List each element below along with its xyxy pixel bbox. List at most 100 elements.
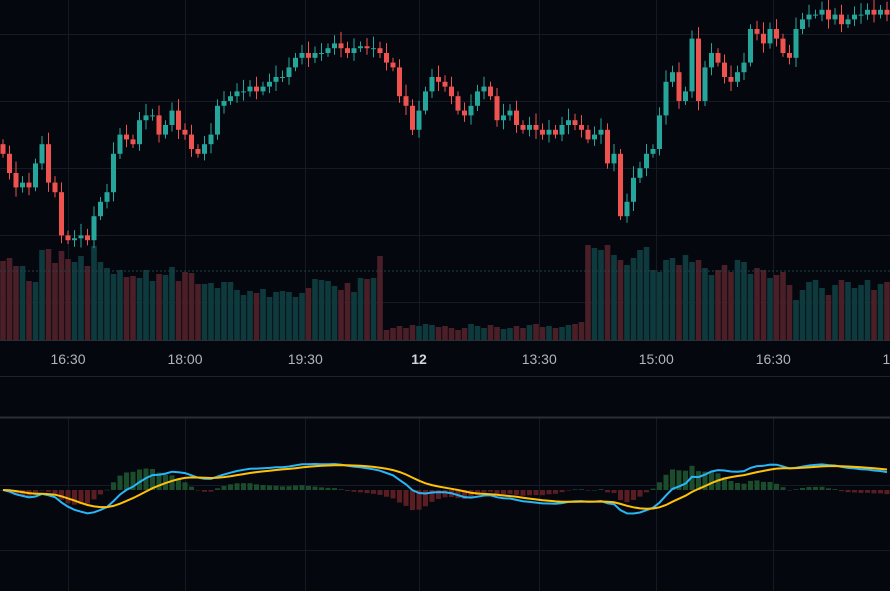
macd-histogram-bar — [377, 490, 383, 495]
macd-histogram-bar — [507, 490, 513, 494]
macd-histogram-bar — [169, 475, 175, 490]
volume-bar — [559, 327, 565, 340]
candle-body — [273, 77, 279, 82]
macd-histogram-bar — [826, 488, 831, 490]
macd-histogram-bar — [130, 471, 136, 490]
candle-body — [689, 38, 695, 92]
candle-body — [455, 96, 461, 111]
macd-histogram-bar — [540, 490, 545, 496]
candle-body — [423, 91, 428, 111]
volume-bar — [877, 284, 884, 340]
volume-bar — [832, 285, 838, 340]
volume-bar — [338, 290, 344, 340]
macd-histogram-bar — [59, 490, 64, 500]
macd-histogram-bar — [312, 486, 318, 490]
volume-bar — [364, 279, 370, 340]
candle-body — [26, 182, 32, 188]
macd-histogram-bar — [325, 487, 331, 490]
volume-bar — [526, 325, 533, 340]
candle-body — [111, 153, 116, 193]
candle-body — [475, 91, 480, 106]
volume-bar — [728, 272, 734, 340]
volume-bar — [481, 328, 487, 340]
volume-bar — [247, 291, 253, 340]
volume-bar — [149, 281, 156, 340]
volume-bar — [741, 262, 747, 340]
volume-bar — [26, 281, 32, 340]
candle-body — [358, 46, 363, 49]
volume-bar — [552, 328, 559, 340]
volume-bar — [292, 297, 299, 340]
volume-bar — [162, 275, 169, 340]
macd-histogram-bar — [468, 490, 474, 498]
macd-histogram-bar — [202, 490, 207, 492]
macd-histogram-bar — [663, 474, 669, 490]
candle-body — [189, 134, 194, 149]
macd-histogram-bar — [390, 490, 396, 499]
volume-bar — [533, 324, 539, 340]
candle-body — [683, 91, 688, 101]
candle-body — [813, 14, 818, 16]
candle-body — [338, 43, 344, 49]
volume-bar — [6, 258, 13, 340]
candle-body — [124, 134, 129, 140]
volume-bar — [182, 272, 188, 340]
macd-histogram-bar — [33, 490, 38, 495]
candle-body — [858, 14, 864, 16]
macd-histogram-bar — [254, 484, 259, 490]
candle-body — [442, 81, 448, 87]
volume-bar — [0, 261, 6, 340]
macd-histogram-bar — [429, 490, 435, 502]
candle-body — [293, 57, 298, 68]
volume-bar — [487, 325, 494, 340]
volume-bar — [273, 292, 279, 340]
time-axis-label: 19:30 — [288, 351, 323, 367]
candle-body — [624, 201, 630, 217]
candle-body — [670, 72, 675, 82]
macd-histogram-bar — [384, 490, 389, 497]
macd-histogram-bar — [85, 490, 90, 504]
volume-bar — [84, 266, 91, 340]
macd-histogram-bar — [527, 490, 532, 496]
volume-bar — [747, 274, 754, 340]
candle-body — [540, 129, 545, 135]
volume-bar — [253, 293, 260, 340]
macd-histogram-bar — [559, 490, 565, 493]
signal-line — [2, 464, 888, 510]
volume-bar — [403, 328, 409, 340]
volume-bar — [591, 248, 598, 340]
candle-body — [637, 168, 643, 178]
volume-bar — [786, 285, 793, 340]
candle-body — [221, 101, 227, 106]
macd-histogram-bar — [293, 485, 298, 490]
volume-bar — [611, 255, 617, 340]
candle-body — [468, 105, 474, 116]
candle-body — [748, 29, 753, 63]
macd-histogram-bar — [728, 481, 734, 490]
volume-bar — [422, 324, 429, 340]
macd-histogram-bar — [273, 485, 279, 490]
macd-histogram-bar — [455, 490, 461, 499]
volume-bar — [760, 270, 767, 340]
candle-body — [397, 67, 402, 97]
volume-bar — [234, 290, 240, 340]
macd-histogram-bar — [793, 489, 799, 490]
volume-bar — [429, 325, 435, 340]
macd-histogram-bar — [715, 473, 721, 490]
candle-body — [72, 238, 77, 241]
volume-bar — [494, 327, 500, 340]
candle-body — [644, 153, 649, 169]
volume-bar — [585, 245, 591, 340]
candle-body — [618, 153, 623, 217]
volume-bar — [858, 285, 864, 340]
volume-bar — [669, 258, 676, 340]
candle-body — [800, 19, 805, 29]
macd-histogram-bar — [611, 490, 617, 493]
candle-body — [377, 48, 383, 53]
volume-bar — [643, 247, 650, 340]
macd-histogram-bar — [481, 490, 487, 493]
candle-body — [579, 125, 584, 130]
time-axis[interactable]: 16:30 18:00 19:30 12 13:30 15:00 16:30 18 — [50, 351, 890, 367]
macd-histogram-bar — [514, 490, 519, 495]
